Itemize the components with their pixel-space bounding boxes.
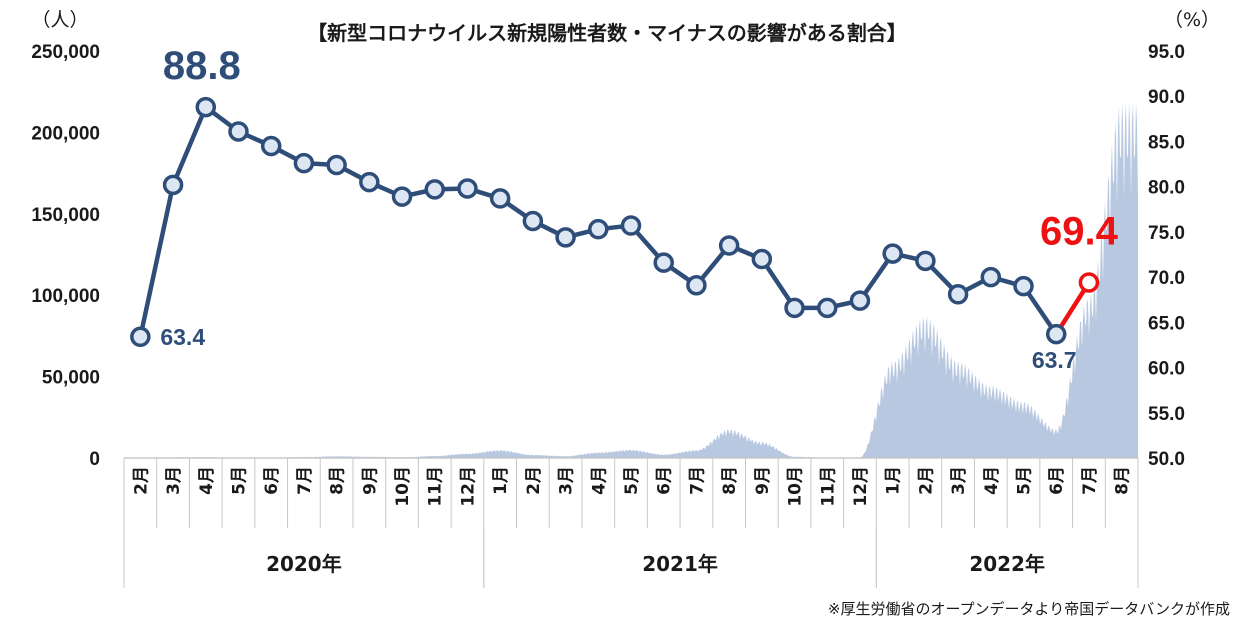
month-label: 9月 bbox=[360, 466, 380, 495]
ratio-point bbox=[915, 250, 936, 272]
right-axis-tick: 75.0 bbox=[1148, 223, 1185, 244]
month-label: 3月 bbox=[557, 466, 577, 495]
month-label: 6月 bbox=[655, 466, 675, 495]
ratio-point bbox=[718, 235, 740, 256]
ratio-point bbox=[1013, 275, 1034, 297]
month-label: 8月 bbox=[1113, 466, 1133, 495]
right-axis-tick: 90.0 bbox=[1148, 87, 1185, 108]
ratio-point bbox=[686, 275, 707, 296]
ratio-point bbox=[1045, 323, 1067, 345]
daily-cases-bars bbox=[124, 101, 1138, 458]
month-label: 7月 bbox=[1080, 466, 1100, 495]
month-label: 6月 bbox=[1047, 466, 1067, 495]
month-label: 4月 bbox=[589, 466, 609, 495]
month-label: 5月 bbox=[1015, 466, 1035, 495]
month-label: 1月 bbox=[491, 466, 511, 495]
right-axis-tick: 95.0 bbox=[1148, 42, 1185, 63]
right-axis-tick: 50.0 bbox=[1148, 449, 1185, 470]
right-axis-tick: 85.0 bbox=[1148, 132, 1185, 153]
month-label: 2月 bbox=[916, 466, 936, 495]
ratio-line-series bbox=[130, 96, 1100, 348]
month-label: 5月 bbox=[622, 466, 642, 495]
ratio-point bbox=[620, 215, 642, 236]
ratio-point bbox=[588, 218, 609, 240]
ratio-point bbox=[980, 266, 1002, 288]
ratio-point bbox=[555, 227, 576, 248]
ratio-point bbox=[457, 178, 478, 199]
month-label: 11月 bbox=[818, 466, 838, 507]
month-label: 8月 bbox=[720, 466, 740, 495]
month-label: 12月 bbox=[851, 466, 871, 507]
ratio-point bbox=[817, 297, 838, 319]
ratio-point bbox=[849, 290, 871, 311]
month-label: 7月 bbox=[295, 466, 315, 495]
right-axis-unit: （%） bbox=[1164, 9, 1220, 31]
month-label: 10月 bbox=[786, 466, 806, 507]
year-label: 2020年 bbox=[266, 552, 342, 576]
ratio-point-latest bbox=[1078, 272, 1100, 293]
month-label: 4月 bbox=[982, 466, 1002, 495]
month-label: 2月 bbox=[131, 466, 151, 495]
ratio-point bbox=[947, 284, 969, 305]
ratio-point bbox=[326, 154, 347, 176]
left-axis-tick: 150,000 bbox=[31, 205, 100, 226]
ratio-point bbox=[260, 135, 282, 157]
month-label: 11月 bbox=[426, 466, 446, 507]
right-axis-tick: 80.0 bbox=[1148, 178, 1185, 199]
left-axis-tick: 200,000 bbox=[31, 123, 100, 144]
month-label: 4月 bbox=[197, 466, 217, 495]
ratio-point bbox=[784, 297, 805, 319]
axes: 0 50,000 100,000 150,000 200,000 250,000 50.0 5… bbox=[31, 42, 1185, 588]
month-label: 1月 bbox=[884, 466, 904, 495]
month-label: 10月 bbox=[393, 466, 413, 507]
data-labels: 63.4 88.8 63.7 69.4 bbox=[160, 44, 1118, 373]
ratio-point bbox=[489, 188, 511, 209]
ratio-point bbox=[130, 326, 151, 348]
ratio-point bbox=[293, 152, 315, 174]
left-axis-tick: 250,000 bbox=[31, 42, 100, 63]
month-label: 5月 bbox=[229, 466, 249, 495]
right-axis-tick: 55.0 bbox=[1148, 404, 1185, 425]
ratio-point bbox=[162, 174, 184, 196]
month-label: 8月 bbox=[328, 466, 348, 495]
month-label: 9月 bbox=[753, 466, 773, 495]
chart-title: 【新型コロナウイルス新規陽性者数・マイナスの影響がある割合】 bbox=[307, 21, 907, 45]
left-axis-tick: 0 bbox=[89, 449, 100, 470]
ratio-point bbox=[359, 171, 380, 193]
month-label: 3月 bbox=[164, 466, 184, 495]
right-axis-tick: 60.0 bbox=[1148, 359, 1185, 380]
right-axis-tick: 65.0 bbox=[1148, 313, 1185, 334]
month-label: 2月 bbox=[524, 466, 544, 495]
data-label: 88.8 bbox=[163, 44, 241, 88]
year-label: 2021年 bbox=[642, 552, 718, 576]
month-label: 3月 bbox=[949, 466, 969, 495]
ratio-point bbox=[522, 210, 544, 232]
data-label: 63.4 bbox=[160, 324, 205, 350]
month-label: 6月 bbox=[262, 466, 282, 495]
left-axis-tick: 100,000 bbox=[31, 286, 100, 307]
data-label: 69.4 bbox=[1040, 210, 1119, 254]
ratio-point bbox=[653, 252, 674, 273]
year-label: 2022年 bbox=[969, 552, 1045, 576]
right-axis-tick: 70.0 bbox=[1148, 268, 1185, 289]
data-label: 63.7 bbox=[1032, 347, 1077, 373]
ratio-point bbox=[882, 243, 903, 264]
daily-cases-area bbox=[124, 101, 1138, 458]
ratio-point bbox=[424, 179, 445, 200]
ratio-point bbox=[195, 96, 217, 118]
source-note: ※厚生労働省のオープンデータより帝国データバンクが作成 bbox=[828, 600, 1230, 618]
ratio-point bbox=[391, 186, 413, 207]
month-label: 12月 bbox=[458, 466, 478, 507]
month-label: 7月 bbox=[687, 466, 707, 495]
ratio-point bbox=[751, 248, 773, 270]
left-axis-unit: （人） bbox=[31, 9, 88, 31]
left-axis-tick: 50,000 bbox=[42, 368, 100, 389]
ratio-point bbox=[228, 121, 249, 142]
